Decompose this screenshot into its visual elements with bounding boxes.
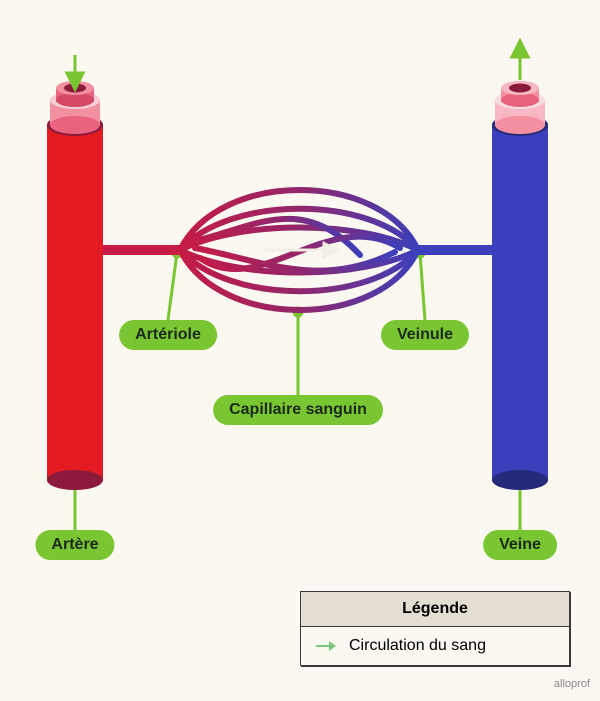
watermark: alloprof — [554, 678, 590, 690]
legend-item-label: Circulation du sang — [349, 637, 486, 655]
legend-title: Légende — [301, 592, 569, 627]
label-artery: Artère — [35, 530, 114, 560]
legend: Légende Circulation du sang — [300, 591, 570, 666]
label-arteriole: Artériole — [119, 320, 217, 350]
label-venule: Veinule — [381, 320, 469, 350]
legend-item: Circulation du sang — [301, 627, 569, 665]
label-vein: Veine — [483, 530, 557, 560]
vein-vessel — [492, 81, 548, 490]
artery-vessel — [47, 81, 103, 490]
label-capillary: Capillaire sanguin — [213, 395, 383, 425]
legend-arrow-icon — [315, 640, 337, 652]
